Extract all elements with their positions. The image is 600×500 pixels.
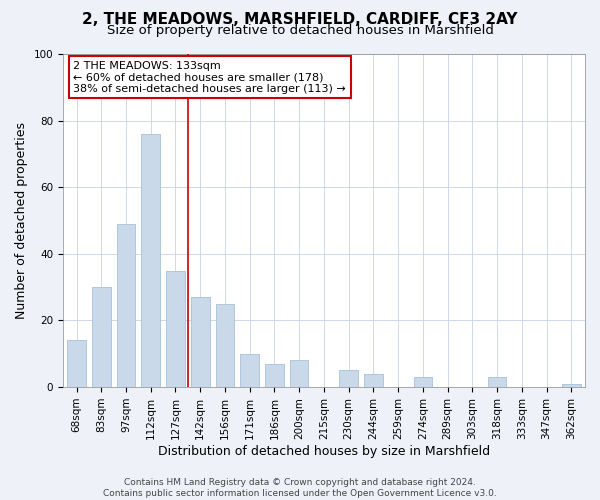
Bar — [340, 370, 358, 387]
Bar — [191, 297, 209, 387]
Bar — [67, 340, 86, 387]
Bar — [265, 364, 284, 387]
X-axis label: Distribution of detached houses by size in Marshfield: Distribution of detached houses by size … — [158, 444, 490, 458]
Bar — [562, 384, 581, 387]
Bar — [166, 270, 185, 387]
Bar — [215, 304, 234, 387]
Bar — [364, 374, 383, 387]
Bar — [290, 360, 308, 387]
Bar — [413, 377, 432, 387]
Bar — [142, 134, 160, 387]
Y-axis label: Number of detached properties: Number of detached properties — [15, 122, 28, 319]
Bar — [92, 287, 110, 387]
Bar — [241, 354, 259, 387]
Text: Contains HM Land Registry data © Crown copyright and database right 2024.
Contai: Contains HM Land Registry data © Crown c… — [103, 478, 497, 498]
Text: 2 THE MEADOWS: 133sqm
← 60% of detached houses are smaller (178)
38% of semi-det: 2 THE MEADOWS: 133sqm ← 60% of detached … — [73, 60, 346, 94]
Text: 2, THE MEADOWS, MARSHFIELD, CARDIFF, CF3 2AY: 2, THE MEADOWS, MARSHFIELD, CARDIFF, CF3… — [82, 12, 518, 28]
Text: Size of property relative to detached houses in Marshfield: Size of property relative to detached ho… — [107, 24, 493, 37]
Bar — [488, 377, 506, 387]
Bar — [117, 224, 135, 387]
